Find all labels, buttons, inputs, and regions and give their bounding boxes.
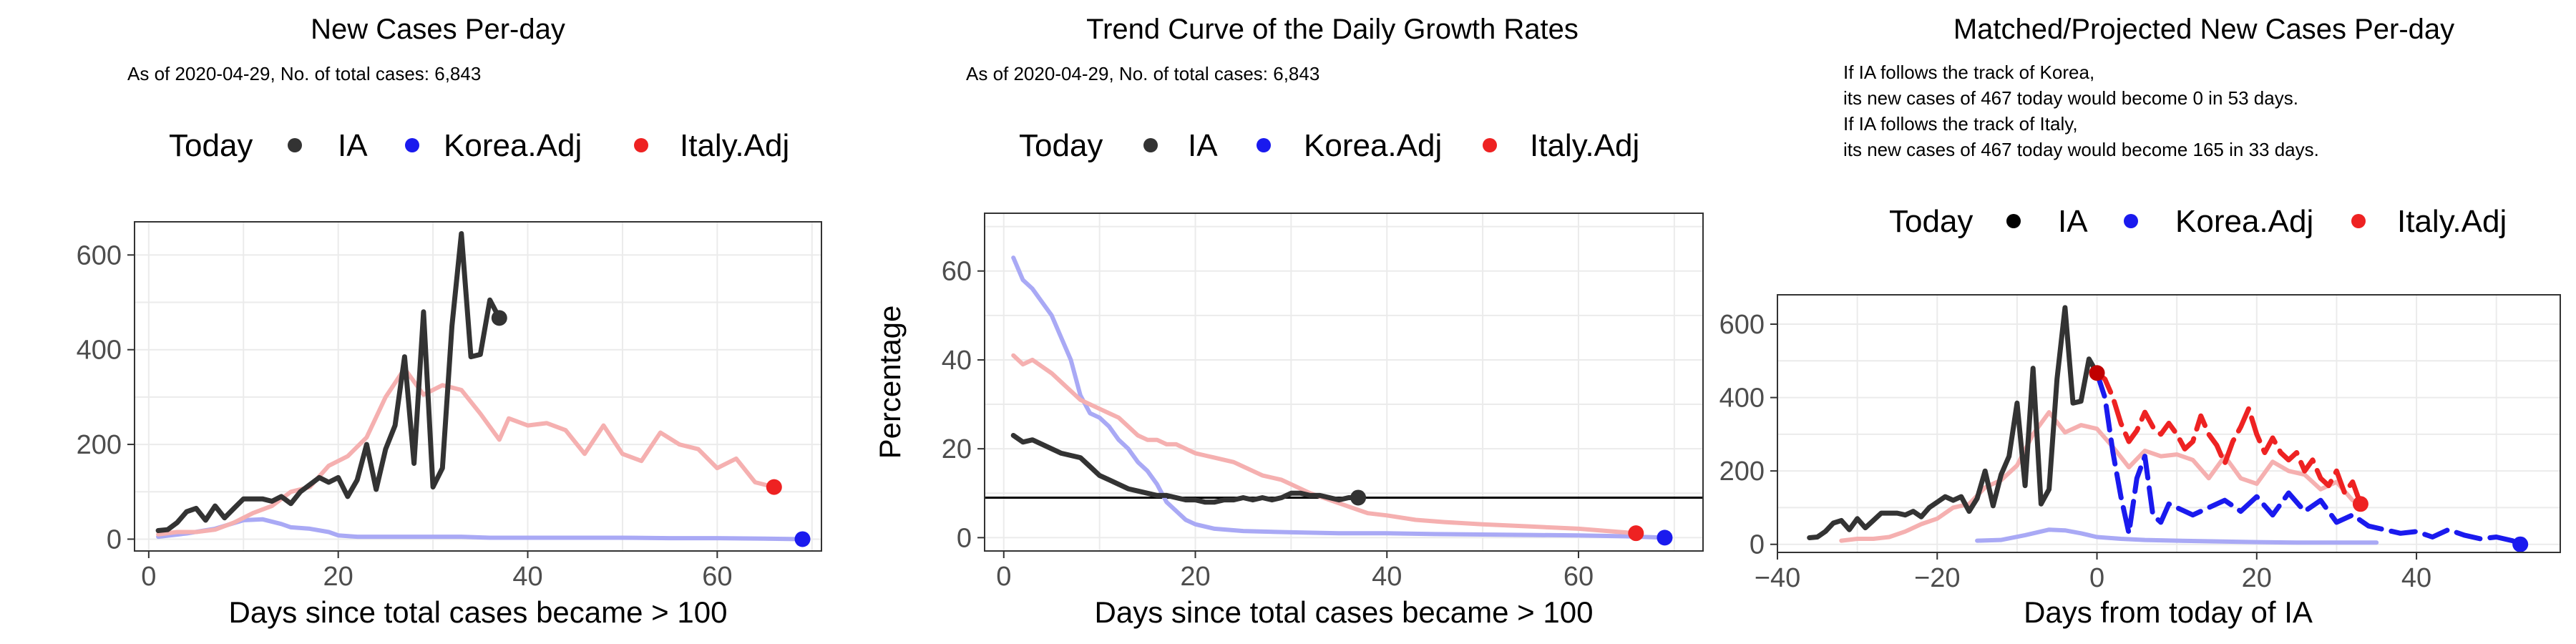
x-tick-label: 0 [141, 562, 156, 592]
today-point-ia [2089, 365, 2105, 381]
y-tick-label: 400 [77, 336, 122, 366]
series [155, 231, 811, 547]
legend-italy-marker [1483, 138, 1497, 152]
series [985, 255, 1703, 546]
legend: Today IA Korea.Adj Italy.Adj [1019, 128, 1639, 163]
legend-italy-label: Italy.Adj [2397, 204, 2507, 239]
legend-ia-marker [1143, 138, 1158, 152]
today-point-italy-adj [2352, 496, 2368, 512]
chart-subtitle-line-1: If IA follows the track of Korea, [1843, 62, 2094, 83]
chart-new-cases-per-day: New Cases Per-day As of 2020-04-29, No. … [77, 14, 822, 629]
grid [985, 213, 1703, 551]
y-tick-label: 0 [957, 523, 972, 553]
legend-ia-label: IA [1188, 128, 1218, 163]
x-axis-label: Days since total cases became > 100 [229, 595, 728, 629]
y-tick-label: 60 [942, 257, 972, 287]
legend-korea-marker [405, 138, 419, 152]
legend: Today IA Korea.Adj Italy.Adj [1889, 204, 2507, 239]
series [1807, 305, 2529, 552]
grid [135, 222, 821, 551]
chart-title: Matched/Projected New Cases Per-day [1953, 14, 2454, 45]
series-line-italy-adj-matched [1839, 410, 2363, 543]
x-tick-label: 40 [1372, 562, 1402, 592]
x-tick-label: 0 [996, 562, 1011, 592]
x-tick-label: −40 [1755, 563, 1800, 593]
x-tick-label: −20 [1914, 563, 1960, 593]
x-axis-label: Days from today of IA [2024, 595, 2313, 629]
legend-korea-label: Korea.Adj [444, 128, 582, 163]
legend-title: Today [1889, 204, 1973, 239]
series-line-ia [1807, 305, 2099, 540]
x-tick-label: 60 [702, 562, 732, 592]
y-tick-label: 600 [1719, 310, 1765, 340]
y-tick-label: 600 [77, 240, 122, 270]
y-tick-label: 200 [77, 430, 122, 460]
legend-italy-marker [634, 138, 648, 152]
legend-korea-label: Korea.Adj [2175, 204, 2313, 239]
chart-subtitle-line-3: If IA follows the track of Italy, [1843, 113, 2078, 135]
x-tick-label: 20 [323, 562, 353, 592]
legend-title: Today [169, 128, 253, 163]
series-line-korea-adj [1011, 255, 1667, 540]
y-axis-label: Percentage [873, 306, 907, 459]
today-point-ia [1350, 489, 1367, 506]
chart-daily-growth-rates: Trend Curve of the Daily Growth Rates As… [873, 14, 1704, 629]
series-line-korea-adj [156, 517, 805, 542]
x-tick-label: 60 [1563, 562, 1594, 592]
y-tick-label: 0 [107, 525, 122, 555]
chart-subtitle-line-2: its new cases of 467 today would become … [1843, 87, 2298, 109]
chart-matched-projected-cases: Matched/Projected New Cases Per-day If I… [1719, 14, 2561, 629]
plot-border [1777, 294, 2561, 553]
x-tick-label: 0 [2089, 563, 2104, 593]
legend-korea-marker [1257, 138, 1271, 152]
y-tick-label: 40 [942, 346, 972, 376]
plot-panel [985, 213, 1703, 551]
axis-ticks: 0 20 40 60 0 20 40 60 [942, 257, 1594, 592]
series-line-italy-adj [1011, 353, 1639, 536]
series-line-ia [155, 231, 502, 533]
legend-title: Today [1019, 128, 1103, 163]
chart-subtitle: As of 2020-04-29, No. of total cases: 6,… [966, 63, 1319, 84]
today-point-italy-adj [1628, 525, 1644, 542]
x-tick-label: 20 [1180, 562, 1210, 592]
series-line-ia [1010, 433, 1361, 505]
today-point-ia [491, 310, 507, 326]
legend-italy-label: Italy.Adj [680, 128, 789, 163]
legend-korea-marker [2124, 214, 2138, 228]
legend-ia-label: IA [2058, 204, 2088, 239]
x-tick-label: 40 [2401, 563, 2431, 593]
y-tick-label: 0 [1750, 530, 1765, 560]
chart-title: Trend Curve of the Daily Growth Rates [1086, 14, 1579, 45]
legend-italy-label: Italy.Adj [1530, 128, 1639, 163]
legend-ia-marker [288, 138, 302, 152]
series-line-korea-adj [2094, 370, 2523, 547]
legend-korea-label: Korea.Adj [1304, 128, 1442, 163]
y-tick-label: 200 [1719, 457, 1765, 487]
y-tick-label: 400 [1719, 384, 1765, 414]
chart-subtitle: As of 2020-04-29, No. of total cases: 6,… [127, 63, 481, 84]
today-point-korea-adj [794, 531, 811, 547]
today-point-korea-adj [1657, 530, 1673, 546]
today-point-korea-adj [2512, 536, 2529, 552]
x-axis-label: Days since total cases became > 100 [1095, 595, 1594, 629]
x-tick-label: 40 [512, 562, 542, 592]
chart-title: New Cases Per-day [311, 14, 565, 45]
today-point-italy-adj [766, 479, 782, 495]
legend: Today IA Korea.Adj Italy.Adj [169, 128, 789, 163]
plot-border [984, 213, 1704, 552]
legend-italy-marker [2351, 214, 2366, 228]
series-line-italy-adj [156, 366, 776, 537]
legend-ia-marker [2006, 214, 2021, 228]
legend-ia-label: IA [338, 128, 368, 163]
x-tick-label: 20 [2242, 563, 2272, 593]
series-line-korea-adj-matched [1975, 527, 2379, 545]
series-line-italy-adj [2094, 370, 2363, 507]
y-tick-label: 20 [942, 434, 972, 464]
plot-border [134, 221, 822, 552]
plot-panel [135, 222, 821, 551]
chart-subtitle-line-4: its new cases of 467 today would become … [1843, 139, 2319, 160]
